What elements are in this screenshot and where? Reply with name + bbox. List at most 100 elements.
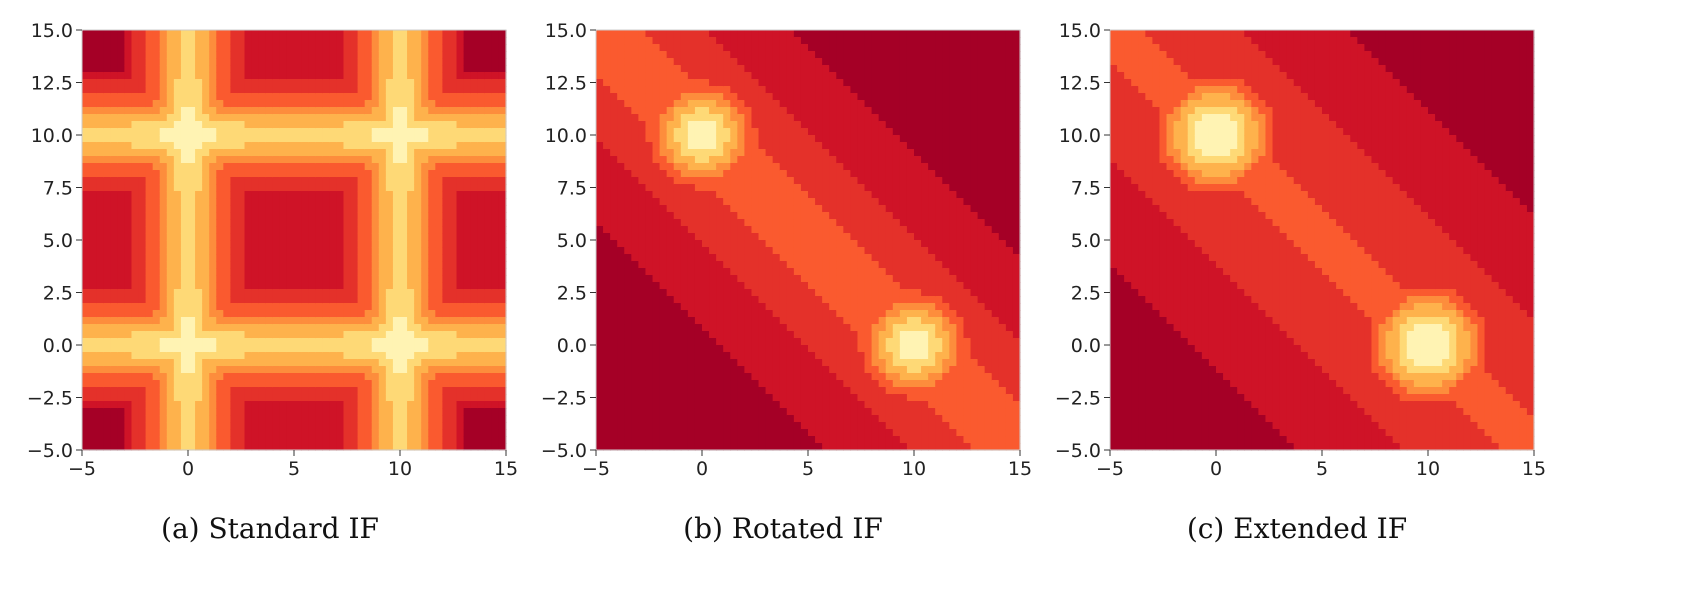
heatmap-cell [350,51,359,59]
heatmap-cell [484,121,493,129]
heatmap-cell [449,100,458,108]
heatmap-cell [301,163,309,171]
heatmap-cell [687,380,696,388]
heatmap-cell [166,198,175,206]
heatmap-cell [89,429,97,437]
heatmap-cell [414,177,422,185]
heatmap-cell [421,324,429,332]
heatmap-cell [652,44,661,52]
heatmap-cell [638,198,647,206]
heatmap-cell [110,289,118,297]
heatmap-cell [180,135,189,143]
heatmap-cell [463,128,472,136]
heatmap-cell [173,114,182,122]
heatmap-cell [202,394,210,402]
heatmap-cell [195,296,203,304]
heatmap-cell [152,254,161,262]
heatmap-cell [709,128,717,136]
heatmap-cell [301,254,309,262]
heatmap-cell [209,86,217,94]
heatmap-cell [329,422,337,430]
heatmap-cell [414,93,422,101]
heatmap-cell [603,422,611,430]
heatmap-cell [730,247,738,255]
heatmap-cell [428,226,436,234]
heatmap-cell [414,135,422,143]
heatmap-cell [110,317,118,325]
heatmap-cell [400,408,408,416]
heatmap-cell [371,58,380,66]
heatmap-cell [456,282,465,290]
heatmap-cell [421,366,429,374]
heatmap-cell [709,184,717,192]
heatmap-cell [223,177,231,185]
heatmap-cell [195,156,203,164]
heatmap-cell [96,366,104,374]
heatmap-cell [315,156,323,164]
heatmap-cell [702,121,710,129]
heatmap-cell [723,247,731,255]
heatmap-cell [744,429,753,437]
heatmap-cell [82,58,90,66]
heatmap-cell [251,317,260,325]
heatmap-cell [638,114,647,122]
heatmap-cell [617,317,625,325]
heatmap-cell [308,415,316,423]
heatmap-cell [272,135,281,143]
heatmap-cell [631,317,639,325]
heatmap-cell [638,324,647,332]
heatmap-cell [82,149,90,157]
heatmap-cell [666,415,675,423]
heatmap-cell [378,324,387,332]
heatmap-cell [258,261,267,269]
heatmap-cell [709,135,717,143]
heatmap-cell [744,219,753,227]
heatmap-cell [89,149,97,157]
heatmap-cell [216,86,224,94]
heatmap-cell [491,387,500,395]
heatmap-cell [673,44,682,52]
heatmap-cell [294,289,302,297]
heatmap-cell [603,30,611,38]
heatmap-cell [385,170,394,178]
heatmap-cell [209,135,217,143]
heatmap-cell [491,233,500,241]
heatmap-cell [124,415,133,423]
heatmap-cell [166,429,175,437]
heatmap-cell [371,289,380,297]
heatmap-cell [188,65,196,73]
heatmap-cell [596,86,604,94]
heatmap-cell [223,51,231,59]
heatmap-cell [407,51,415,59]
heatmap-cell [751,128,760,136]
heatmap-cell [294,275,302,283]
heatmap-cell [673,100,682,108]
heatmap-cell [392,30,401,38]
heatmap-cell [631,401,639,409]
heatmap-cell [631,324,639,332]
heatmap-cell [145,177,154,185]
heatmap-cell [645,170,654,178]
heatmap-cell [385,331,394,339]
heatmap-cell [723,142,731,150]
heatmap-cell [322,310,330,318]
heatmap-cell [400,65,408,73]
heatmap-cell [694,275,703,283]
heatmap-cell [89,338,97,346]
heatmap-cell [223,422,231,430]
heatmap-cell [730,219,738,227]
heatmap-cell [477,240,486,248]
heatmap-cell [230,415,239,423]
heatmap-cell [124,219,133,227]
heatmap-cell [421,163,429,171]
heatmap-cell [279,233,288,241]
heatmap-cell [322,156,330,164]
heatmap-cell [596,51,604,59]
heatmap-cell [350,240,359,248]
heatmap-cell [244,401,253,409]
heatmap-cell [286,296,295,304]
heatmap-cell [145,191,154,199]
heatmap-cell [463,212,472,220]
heatmap-cell [117,79,125,87]
heatmap-cell [364,191,373,199]
